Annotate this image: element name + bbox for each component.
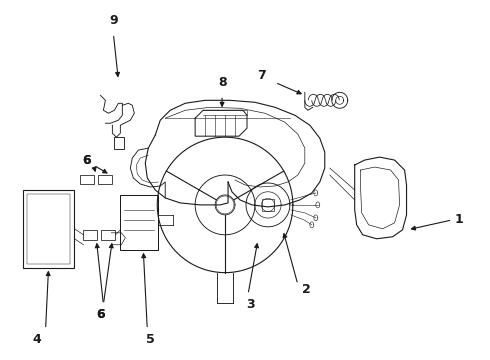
Bar <box>262 199 274 211</box>
Text: 7: 7 <box>258 69 267 82</box>
Bar <box>121 195 158 250</box>
Bar <box>114 137 124 149</box>
Bar <box>80 175 95 184</box>
Bar <box>23 190 74 268</box>
Text: 6: 6 <box>82 154 91 167</box>
Text: 6: 6 <box>96 308 105 321</box>
Text: 4: 4 <box>32 333 41 346</box>
Bar <box>101 230 115 240</box>
Bar <box>83 230 98 240</box>
Text: 6: 6 <box>82 154 91 167</box>
Text: 8: 8 <box>218 76 226 89</box>
Bar <box>26 194 71 264</box>
Bar <box>98 175 112 184</box>
Text: 6: 6 <box>96 308 105 321</box>
Text: 2: 2 <box>302 283 311 296</box>
Text: 9: 9 <box>109 14 118 27</box>
Text: 3: 3 <box>246 298 255 311</box>
Text: 5: 5 <box>146 333 155 346</box>
Text: 1: 1 <box>455 213 464 226</box>
